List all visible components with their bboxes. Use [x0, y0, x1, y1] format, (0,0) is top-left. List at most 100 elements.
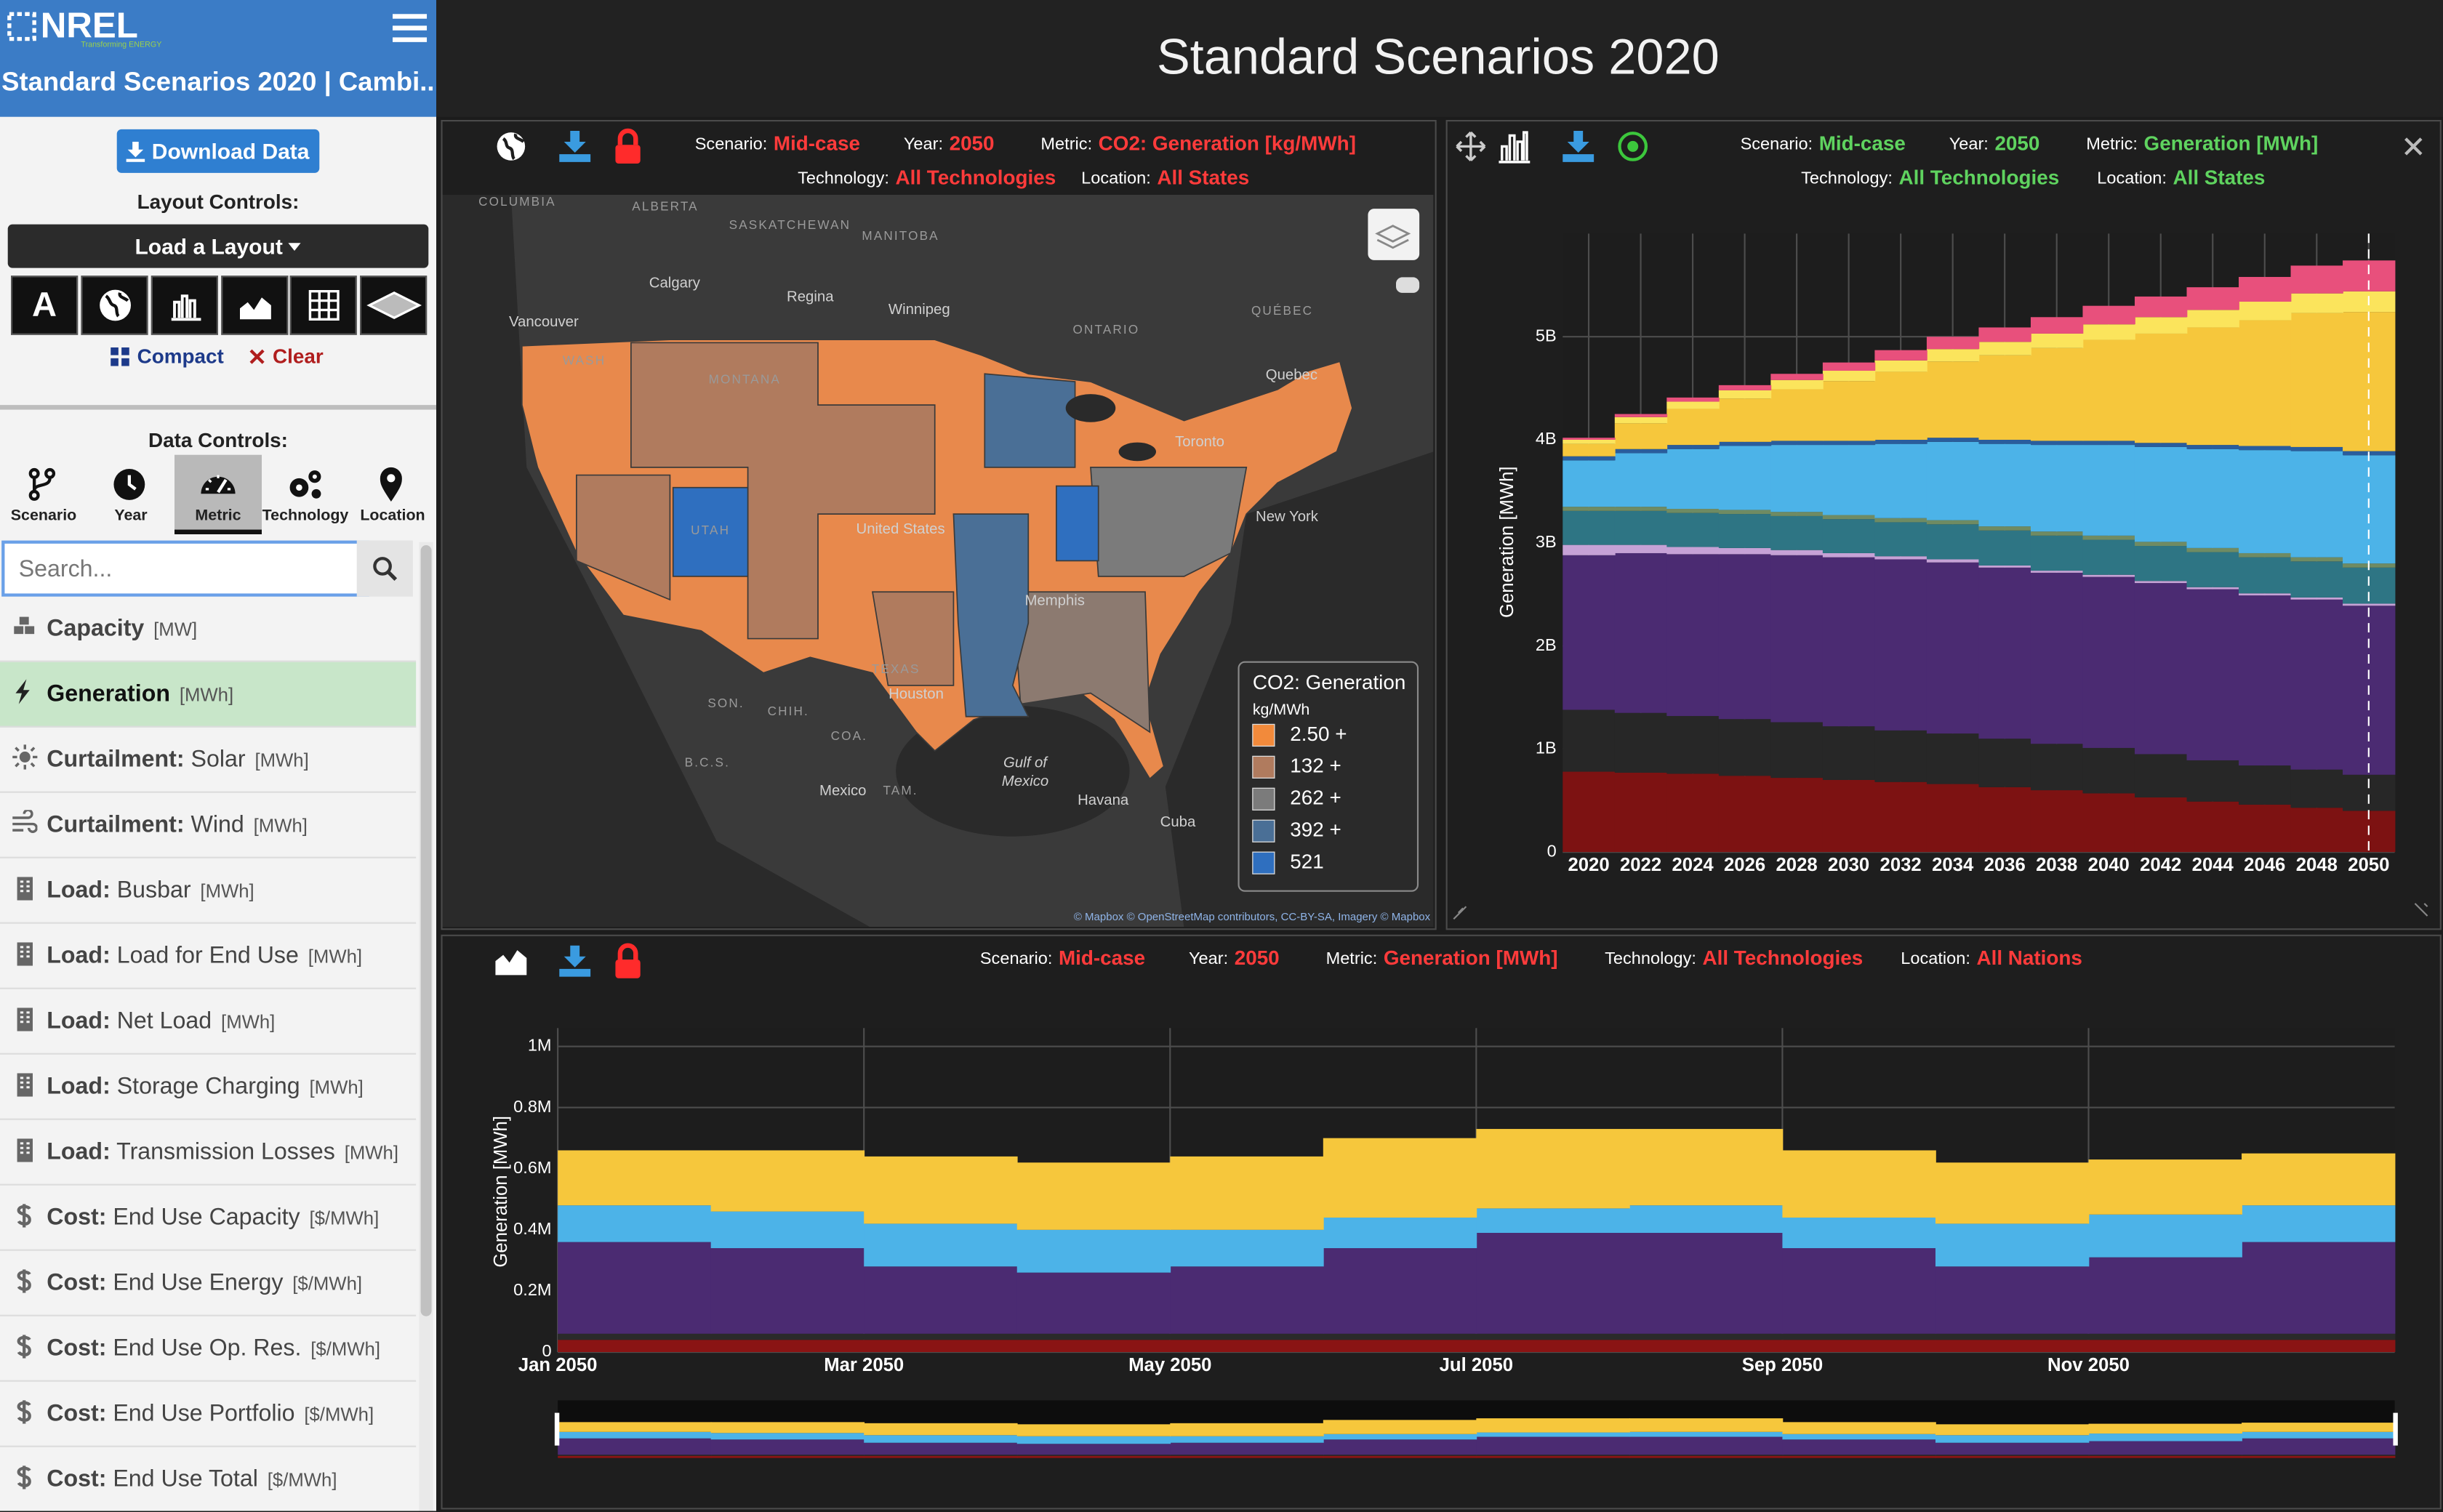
- y-tick-label: 4B: [1536, 429, 1557, 448]
- caret: [289, 242, 302, 250]
- resize-handle[interactable]: [1453, 906, 1467, 920]
- map-view-button[interactable]: [497, 132, 526, 161]
- bar-segment: [1666, 512, 1720, 547]
- metric-item[interactable]: Cost: End Use Total [$/MWh]: [0, 1447, 417, 1511]
- range-slider-bar: [558, 1438, 712, 1455]
- filter[interactable]: Metric: CO2: Generation [kg/MWh]: [1040, 132, 1355, 155]
- filter[interactable]: Technology: All Technologies: [1801, 166, 2059, 189]
- table-layout-button[interactable]: [289, 276, 357, 335]
- metric-item[interactable]: Cost: End Use Energy [$/MWh]: [0, 1251, 417, 1316]
- metric-item[interactable]: Load: Net Load [MWh]: [0, 989, 417, 1055]
- layer-toggle[interactable]: [1368, 209, 1420, 260]
- filter[interactable]: Scenario: Mid-case: [695, 132, 860, 155]
- metric-item[interactable]: Cost: End Use Op. Res. [$/MWh]: [0, 1316, 417, 1382]
- filter[interactable]: Scenario: Mid-case: [980, 946, 1145, 969]
- y-tick-label: 1B: [1536, 739, 1557, 757]
- metric-item[interactable]: Capacity [MW]: [0, 597, 417, 662]
- icon-shape: [19, 616, 29, 624]
- metric-item[interactable]: Curtailment: Wind [MWh]: [0, 793, 417, 858]
- filter[interactable]: Technology: All Technologies: [1605, 946, 1863, 969]
- filter-value: All Technologies: [895, 166, 1056, 189]
- data-tab[interactable]: Technology: [262, 455, 349, 534]
- metric-item[interactable]: Generation [MWh]: [0, 662, 417, 728]
- compact-button[interactable]: Compact: [111, 345, 224, 368]
- icon-shape: [17, 1399, 31, 1423]
- focus-button[interactable]: [1618, 132, 1648, 161]
- bar-segment: [1323, 1217, 1477, 1249]
- bar-segment: [1935, 1266, 2090, 1334]
- map-toggle[interactable]: [1396, 277, 1420, 293]
- bar-layout-button[interactable]: [151, 276, 218, 335]
- filter[interactable]: Year: 2050: [1189, 946, 1280, 969]
- data-tab[interactable]: Year: [87, 455, 174, 534]
- bar-segment: [1770, 555, 1824, 723]
- bar-segment: [2082, 747, 2135, 794]
- bar-segment: [2239, 450, 2292, 553]
- load-layout-dropdown[interactable]: Load a Layout: [7, 224, 429, 268]
- filter[interactable]: Year: 2050: [1949, 132, 2040, 155]
- chart-type-button[interactable]: [495, 950, 527, 976]
- area-icon: [238, 297, 270, 320]
- filter[interactable]: Location: All States: [2097, 166, 2265, 189]
- data-tab[interactable]: Location: [349, 455, 436, 534]
- lock-button[interactable]: [615, 943, 641, 978]
- search-input[interactable]: Search...: [1, 540, 369, 597]
- bar-segment: [1563, 709, 1616, 772]
- search-button[interactable]: [356, 540, 413, 597]
- download-button[interactable]: [559, 131, 591, 162]
- metric-item[interactable]: Load: Load for End Use [MWh]: [0, 924, 417, 989]
- data-tab[interactable]: Scenario: [0, 455, 87, 534]
- filter[interactable]: Scenario: Mid-case: [1741, 132, 1906, 155]
- icon-shape: [20, 1141, 30, 1154]
- bar-segment: [1926, 520, 1980, 525]
- lock-button[interactable]: [615, 128, 641, 164]
- plane-layout-button[interactable]: [359, 276, 428, 335]
- map-layout-button[interactable]: [81, 276, 148, 335]
- metric-item[interactable]: Cost: End Use Portfolio [$/MWh]: [0, 1382, 417, 1447]
- bar-segment: [1666, 397, 1720, 402]
- range-handle[interactable]: [554, 1412, 560, 1446]
- clear-button[interactable]: Clear: [249, 345, 324, 368]
- filter[interactable]: Year: 2050: [904, 132, 995, 155]
- metric-item[interactable]: Cost: End Use Capacity [$/MWh]: [0, 1186, 417, 1251]
- resize-handle[interactable]: [2414, 903, 2428, 917]
- place-label: QUÉBEC: [1251, 303, 1313, 318]
- filter[interactable]: Metric: Generation [MWh]: [2086, 132, 2318, 155]
- range-slider-bar: [1935, 1455, 2090, 1458]
- states-mid-west: [575, 474, 671, 601]
- bar-segment: [2186, 552, 2239, 587]
- bar-segment: [864, 1340, 1018, 1352]
- icon-shape: [121, 357, 129, 366]
- area-layout-button[interactable]: [221, 276, 289, 335]
- download-button[interactable]: [1563, 131, 1594, 162]
- bar-segment: [1874, 730, 1927, 782]
- filter[interactable]: Location: All Nations: [1901, 946, 2082, 969]
- bar-segment: [1926, 337, 1980, 350]
- metric-item[interactable]: Load: Busbar [MWh]: [0, 858, 417, 924]
- menu-button[interactable]: [393, 12, 428, 44]
- metric-group: Cost:: [47, 1269, 107, 1296]
- bar-segment: [1978, 440, 2031, 444]
- icon-shape: [387, 474, 396, 483]
- data-tab[interactable]: Metric: [174, 454, 262, 534]
- brand-logo[interactable]: NREL: [7, 4, 138, 47]
- close-button[interactable]: [2404, 137, 2423, 156]
- metric-item[interactable]: Load: Transmission Losses [MWh]: [0, 1120, 417, 1186]
- tab-icon: [199, 466, 236, 508]
- bar-segment: [2088, 1333, 2242, 1340]
- chart-type-button[interactable]: [1499, 131, 1531, 164]
- range-handle[interactable]: [2393, 1412, 2398, 1446]
- filter[interactable]: Location: All States: [1081, 166, 1249, 189]
- metric-item[interactable]: Load: Storage Charging [MWh]: [0, 1055, 417, 1120]
- filter[interactable]: Metric: Generation [MWh]: [1326, 946, 1558, 969]
- workspace: Standard Scenarios 2020: [436, 0, 2443, 1511]
- download-button[interactable]: Download Data: [116, 129, 320, 173]
- metric-item[interactable]: Curtailment: Solar [MWh]: [0, 728, 417, 793]
- bar-segment: [1874, 781, 1927, 853]
- bar-segment: [1770, 778, 1824, 853]
- filter[interactable]: Technology: All Technologies: [798, 166, 1056, 189]
- text-layout-button[interactable]: A: [11, 276, 79, 335]
- move-button[interactable]: [1456, 131, 1486, 161]
- scrollbar-thumb[interactable]: [420, 545, 432, 1316]
- download-button[interactable]: [559, 945, 591, 977]
